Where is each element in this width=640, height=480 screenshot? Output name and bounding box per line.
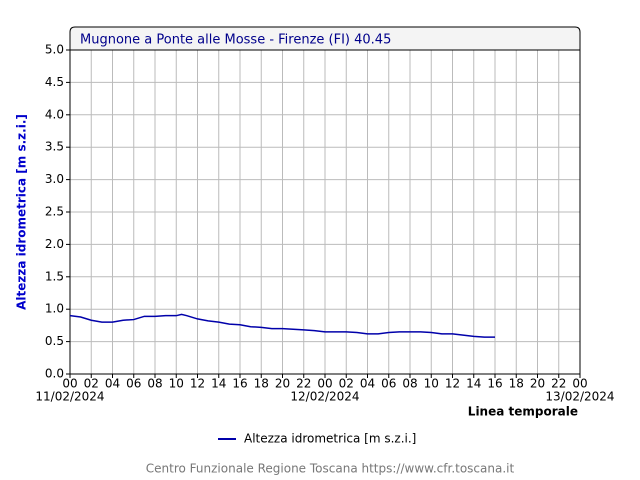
y-axis-label: Altezza idrometrica [m s.z.i.]	[15, 114, 29, 310]
x-tick-label: 22	[296, 377, 311, 391]
x-tick-label: 14	[211, 377, 226, 391]
x-tick-label: 00	[317, 377, 332, 391]
x-tick-label: 16	[232, 377, 247, 391]
y-tick-label: 1.5	[45, 269, 64, 283]
x-tick-label: 06	[381, 377, 396, 391]
x-tick-label: 02	[339, 377, 354, 391]
date-label: 13/02/2024	[545, 390, 614, 404]
legend-label: Altezza idrometrica [m s.z.i.]	[244, 432, 416, 446]
x-tick-label: 14	[466, 377, 481, 391]
x-tick-label: 16	[487, 377, 502, 391]
x-tick-label: 02	[84, 377, 99, 391]
y-tick-label: 4.0	[45, 107, 64, 121]
y-tick-label: 1.0	[45, 302, 64, 316]
x-tick-label: 18	[254, 377, 269, 391]
y-tick-label: 5.0	[45, 43, 64, 57]
date-label: 12/02/2024	[290, 390, 359, 404]
x-tick-label: 04	[105, 377, 120, 391]
x-tick-label: 20	[530, 377, 545, 391]
x-tick-label: 06	[126, 377, 141, 391]
x-tick-label: 00	[62, 377, 77, 391]
y-tick-label: 4.5	[45, 75, 64, 89]
title-box	[69, 26, 581, 51]
plot-frame	[69, 49, 581, 375]
y-tick-label: 3.5	[45, 140, 64, 154]
y-tick-label: 3.0	[45, 172, 64, 186]
data-line	[69, 313, 495, 338]
chart-title: Mugnone a Ponte alle Mosse - Firenze (FI…	[80, 33, 391, 48]
y-tick-label: 2.5	[45, 205, 64, 219]
x-tick-label: 10	[169, 377, 184, 391]
x-axis-label: Linea temporale	[468, 405, 578, 419]
y-tick-label: 2.0	[45, 237, 64, 251]
x-tick-label: 00	[572, 377, 587, 391]
x-tick-label: 08	[147, 377, 162, 391]
y-tick-label: 0.5	[45, 334, 64, 348]
x-tick-label: 22	[551, 377, 566, 391]
x-tick-label: 12	[190, 377, 205, 391]
x-tick-label: 12	[445, 377, 460, 391]
x-tick-label: 10	[424, 377, 439, 391]
x-tick-label: 04	[360, 377, 375, 391]
x-tick-label: 08	[402, 377, 417, 391]
x-tick-label: 20	[275, 377, 290, 391]
x-tick-label: 18	[509, 377, 524, 391]
y-tick-label: 0.0	[45, 367, 64, 381]
date-label: 11/02/2024	[35, 390, 104, 404]
footer: Centro Funzionale Regione Toscana https:…	[146, 462, 515, 476]
